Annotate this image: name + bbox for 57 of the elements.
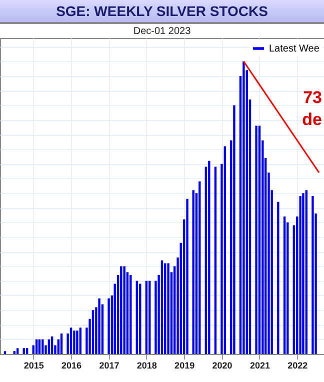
x-tick-label: 2019 <box>174 360 195 370</box>
x-tick-label: 2018 <box>136 360 157 370</box>
bar <box>92 310 94 354</box>
bar <box>186 198 188 354</box>
bar <box>312 196 314 354</box>
bar <box>139 284 142 354</box>
bar <box>48 339 50 354</box>
bar <box>123 266 126 354</box>
bar <box>164 263 166 354</box>
bar <box>233 105 236 354</box>
bar <box>136 280 138 354</box>
bar <box>277 202 280 354</box>
bar <box>42 339 44 354</box>
x-tick-label: 2021 <box>250 360 270 370</box>
bar <box>145 280 148 354</box>
legend-label: Latest Wee <box>269 44 320 54</box>
bar <box>73 330 76 354</box>
annotation: de <box>302 110 322 129</box>
bar <box>283 216 286 354</box>
bar <box>192 190 194 354</box>
bar <box>76 330 78 354</box>
bar <box>167 263 170 354</box>
bar <box>26 348 28 354</box>
x-tick-label: 2016 <box>62 360 82 370</box>
x-tick-label: 2015 <box>24 360 44 370</box>
bar <box>70 328 72 354</box>
bar <box>208 160 210 354</box>
bar <box>224 146 226 354</box>
bar <box>305 190 308 354</box>
bar <box>214 166 217 354</box>
bar <box>255 126 258 354</box>
bar <box>4 351 6 354</box>
bar <box>148 280 151 354</box>
bar <box>130 275 132 354</box>
bar <box>79 328 82 354</box>
bar <box>242 61 245 354</box>
x-tick-label: 2017 <box>99 360 120 370</box>
bar <box>120 266 122 354</box>
bar <box>108 298 110 354</box>
chart-subtitle: Dec-01 2023 <box>133 26 192 37</box>
bar <box>60 334 63 354</box>
bar <box>16 348 19 354</box>
annotation: 73 <box>303 88 322 107</box>
bar <box>198 181 201 354</box>
bar <box>160 260 164 354</box>
bar <box>50 336 54 354</box>
bar <box>35 339 38 354</box>
chart-title: SGE: WEEKLY SILVER STOCKS <box>0 0 324 24</box>
bar <box>98 298 100 354</box>
x-tick-label: 2020 <box>212 360 232 370</box>
x-tick-label: 2022 <box>288 360 308 370</box>
bar <box>13 351 16 354</box>
bar <box>302 193 304 354</box>
bar <box>299 196 302 354</box>
bar <box>38 339 41 354</box>
bar <box>258 126 261 354</box>
bar <box>22 348 25 354</box>
